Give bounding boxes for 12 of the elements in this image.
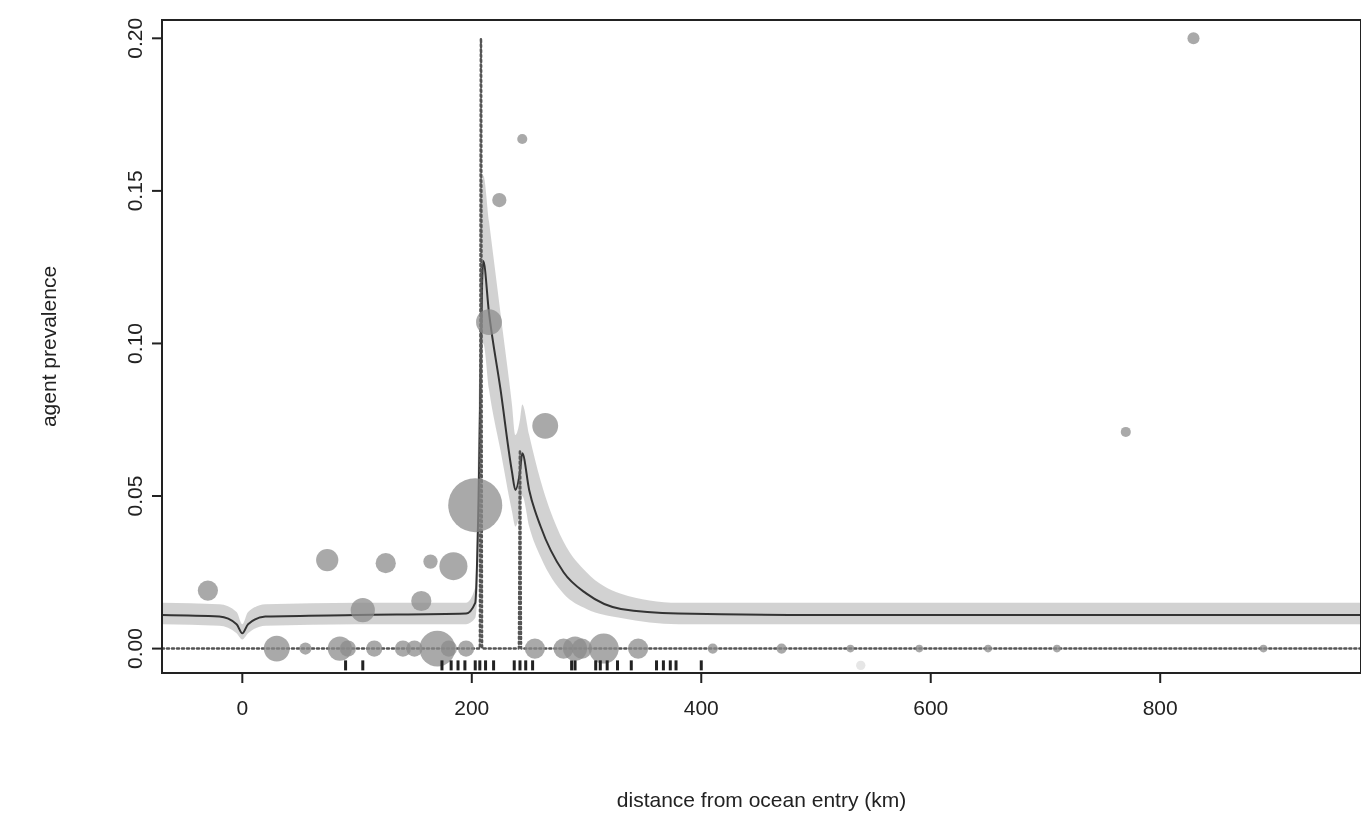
y-tick-label: 0.10 (123, 323, 146, 364)
x-tick-label: 200 (454, 696, 490, 719)
y-tick-label: 0.00 (123, 628, 146, 670)
y-tick-label: 0.15 (123, 170, 146, 212)
x-tick-label: 400 (683, 696, 719, 719)
y-tick-label: 0.20 (123, 17, 146, 59)
y-axis-title: agent prevalence (37, 265, 60, 428)
x-tick-label: 800 (1142, 696, 1178, 719)
x-axis-title: distance from ocean entry (km) (616, 788, 907, 811)
y-tick-label: 0.05 (123, 475, 146, 517)
x-tick-label: 0 (236, 696, 249, 719)
x-tick-label: 600 (913, 696, 949, 719)
